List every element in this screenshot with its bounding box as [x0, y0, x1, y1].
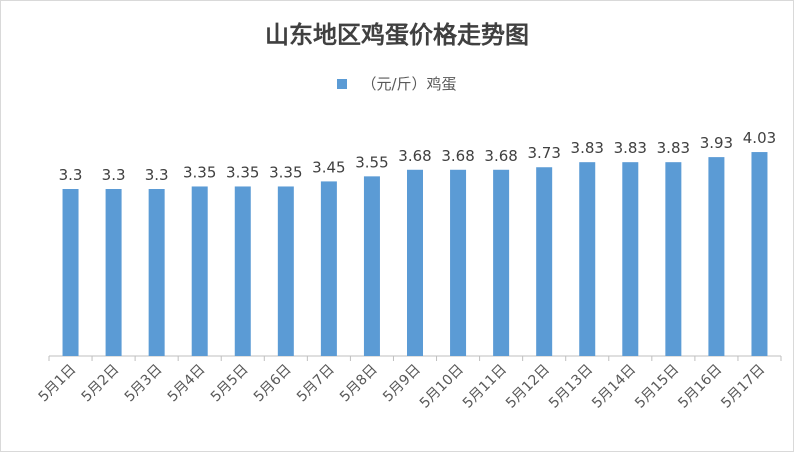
data-label: 3.35 [226, 163, 259, 181]
bar-13 [579, 162, 596, 356]
bar-4 [191, 186, 208, 356]
bar-15 [665, 162, 682, 356]
x-tick-label: 5月8日 [337, 362, 381, 406]
legend-label: （元/斤）鸡蛋 [361, 75, 457, 93]
data-label: 3.93 [700, 134, 733, 152]
bar-10 [450, 169, 467, 356]
bar-6 [277, 186, 294, 356]
chart-legend: （元/斤）鸡蛋 [1, 73, 793, 94]
x-tick-label: 5月13日 [546, 362, 596, 412]
bar-17 [751, 152, 768, 356]
bar-1 [62, 189, 79, 356]
bar-14 [622, 162, 639, 356]
bar-7 [320, 181, 337, 356]
x-tick-label: 5月7日 [294, 362, 338, 406]
data-label: 4.03 [743, 129, 776, 147]
x-tick-label: 5月17日 [718, 362, 768, 412]
data-label: 3.83 [571, 139, 604, 157]
bar-2 [105, 189, 122, 356]
data-label: 3.68 [441, 147, 474, 165]
bar-5 [234, 186, 251, 356]
x-tick-label: 5月15日 [632, 362, 682, 412]
x-tick-label: 5月10日 [417, 362, 467, 412]
data-label: 3.3 [102, 166, 126, 184]
data-label: 3.68 [398, 147, 431, 165]
x-tick-label: 5月3日 [122, 362, 166, 406]
bar-3 [148, 189, 165, 356]
data-label: 3.73 [527, 144, 560, 162]
legend-swatch [337, 79, 348, 89]
data-label: 3.35 [269, 163, 302, 181]
bar-16 [708, 157, 725, 356]
data-label: 3.83 [614, 139, 647, 157]
x-tick-label: 5月16日 [675, 362, 725, 412]
data-label: 3.68 [484, 147, 517, 165]
data-label: 3.55 [355, 153, 388, 171]
x-tick-label: 5月14日 [589, 362, 639, 412]
x-tick-label: 5月12日 [503, 362, 553, 412]
x-tick-label: 5月2日 [79, 362, 123, 406]
bar-8 [363, 176, 380, 356]
x-tick-label: 5月6日 [251, 362, 295, 406]
x-tick-label: 5月5日 [208, 362, 252, 406]
x-tick-label: 5月11日 [460, 362, 510, 412]
data-label: 3.3 [145, 166, 169, 184]
data-label: 3.83 [657, 139, 690, 157]
data-label: 3.3 [59, 166, 83, 184]
data-label: 3.35 [183, 163, 216, 181]
bar-12 [536, 167, 553, 356]
bar-11 [493, 169, 510, 356]
data-label: 3.45 [312, 158, 345, 176]
bar-9 [407, 169, 423, 356]
x-tick-label: 5月4日 [165, 362, 209, 406]
chart-title: 山东地区鸡蛋价格走势图 [265, 21, 529, 49]
x-tick-label: 5月1日 [36, 362, 80, 406]
